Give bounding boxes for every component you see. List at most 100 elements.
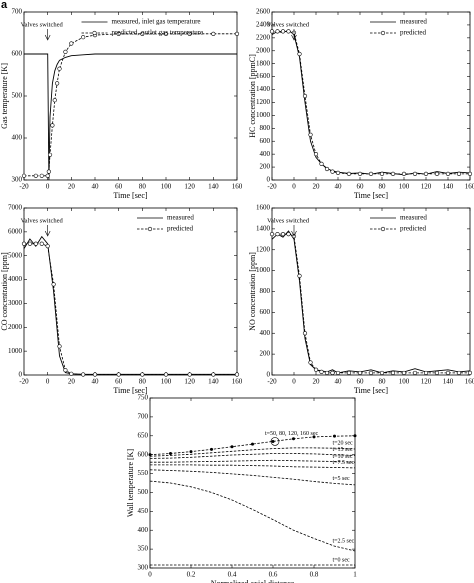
legend-label: predicted xyxy=(167,225,194,233)
series-line xyxy=(271,29,471,176)
series-marker xyxy=(330,370,335,376)
x-tick-label: 40 xyxy=(92,183,100,191)
series-marker xyxy=(346,370,352,376)
series-marker xyxy=(467,171,473,176)
x-tick-label: 80 xyxy=(139,183,147,191)
series-marker xyxy=(368,370,374,376)
y-tick-label: 1800 xyxy=(256,59,271,67)
series-marker xyxy=(69,371,74,376)
series-marker xyxy=(313,152,319,157)
y-tick-label: 450 xyxy=(138,507,149,515)
series-marker xyxy=(57,66,62,71)
panel-label: a xyxy=(1,0,8,11)
x-tick-label: 20 xyxy=(313,378,321,386)
series-marker xyxy=(33,241,38,246)
y-tick-label: 0 xyxy=(267,371,271,379)
x-tick-label: 60 xyxy=(357,183,365,191)
legend-marker xyxy=(92,30,97,36)
x-axis-label: Time [sec] xyxy=(354,191,388,200)
x-axis-label: Time [sec] xyxy=(354,386,388,395)
series-marker xyxy=(357,370,363,376)
series-marker xyxy=(379,171,385,176)
series-marker xyxy=(324,166,330,172)
series-line xyxy=(150,464,356,469)
series-marker xyxy=(69,41,74,46)
legend-marker xyxy=(380,226,386,232)
series-marker xyxy=(445,171,451,176)
series-marker xyxy=(230,445,234,449)
series-marker xyxy=(308,360,313,365)
x-tick-label: 140 xyxy=(208,183,219,191)
curve-label: t=7.5 sec xyxy=(333,460,355,466)
series-line xyxy=(272,31,470,175)
y-axis-label: Gas temperature [K] xyxy=(0,63,9,129)
series-marker xyxy=(286,231,291,237)
series-marker xyxy=(280,231,286,237)
y-tick-label: 5000 xyxy=(8,251,23,259)
y-tick-label: 2400 xyxy=(256,21,271,29)
series-line xyxy=(150,459,356,463)
y-tick-label: 1200 xyxy=(256,245,271,253)
series-line xyxy=(149,480,356,552)
x-tick-label: 20 xyxy=(68,183,76,191)
legend-label: predicted, outlet gas temperature xyxy=(112,29,204,37)
series-marker xyxy=(335,370,341,376)
series-marker xyxy=(63,368,68,373)
series-marker xyxy=(357,171,363,176)
series-marker xyxy=(286,29,291,34)
legend-marker xyxy=(380,30,386,36)
x-axis-label: Time [sec] xyxy=(113,191,147,200)
x-tick-label: 60 xyxy=(115,183,123,191)
series-marker xyxy=(346,171,352,176)
series-marker xyxy=(211,372,216,377)
y-tick-label: 200 xyxy=(260,163,271,171)
series-marker xyxy=(271,439,275,443)
series-marker xyxy=(401,370,407,376)
series-marker xyxy=(297,273,302,278)
series-marker xyxy=(275,231,280,237)
y-tick-label: 400 xyxy=(260,329,271,337)
series-marker xyxy=(189,450,193,454)
x-tick-label: 120 xyxy=(184,378,195,386)
curve-highlight xyxy=(270,437,280,446)
y-tick-label: 400 xyxy=(260,150,271,158)
y-tick-label: 600 xyxy=(138,450,149,458)
x-tick-label: 0 xyxy=(148,571,152,579)
series-marker xyxy=(52,98,57,103)
y-tick-label: 2000 xyxy=(256,46,271,54)
series-marker xyxy=(434,370,440,376)
series-marker xyxy=(390,171,396,176)
series-marker xyxy=(116,372,121,377)
curve-label: t=2.5 sec xyxy=(333,538,355,544)
x-tick-label: 100 xyxy=(399,183,410,191)
y-tick-label: 1000 xyxy=(8,347,23,355)
series-marker xyxy=(312,435,316,439)
curve-label: t=0 sec xyxy=(333,557,351,563)
y-tick-label: 300 xyxy=(138,564,149,572)
x-tick-label: 40 xyxy=(335,183,343,191)
y-tick-label: 300 xyxy=(12,176,23,184)
x-tick-label: 0.2 xyxy=(187,571,196,579)
x-tick-label: 80 xyxy=(379,378,387,386)
series-marker xyxy=(401,171,407,176)
x-tick-label: 40 xyxy=(335,378,343,386)
series-line xyxy=(149,435,356,456)
series-marker xyxy=(140,372,145,377)
y-tick-label: 350 xyxy=(138,545,149,553)
y-tick-label: 200 xyxy=(260,350,271,358)
y-tick-label: 600 xyxy=(260,137,271,145)
y-tick-label: 1000 xyxy=(256,111,271,119)
y-tick-label: 1600 xyxy=(256,72,271,80)
legend-label: measured xyxy=(400,214,427,222)
series-marker xyxy=(353,434,357,438)
series-marker xyxy=(302,331,308,336)
series-marker xyxy=(335,170,341,175)
y-axis-label: NO concentration [ppm] xyxy=(248,252,257,331)
x-tick-label: 40 xyxy=(92,378,100,386)
x-tick-label: 160 xyxy=(232,183,243,191)
y-tick-label: 650 xyxy=(138,431,149,439)
legend-label: predicted xyxy=(400,29,427,37)
series-marker xyxy=(92,372,98,377)
x-tick-label: 120 xyxy=(421,183,432,191)
series-marker xyxy=(187,31,192,36)
